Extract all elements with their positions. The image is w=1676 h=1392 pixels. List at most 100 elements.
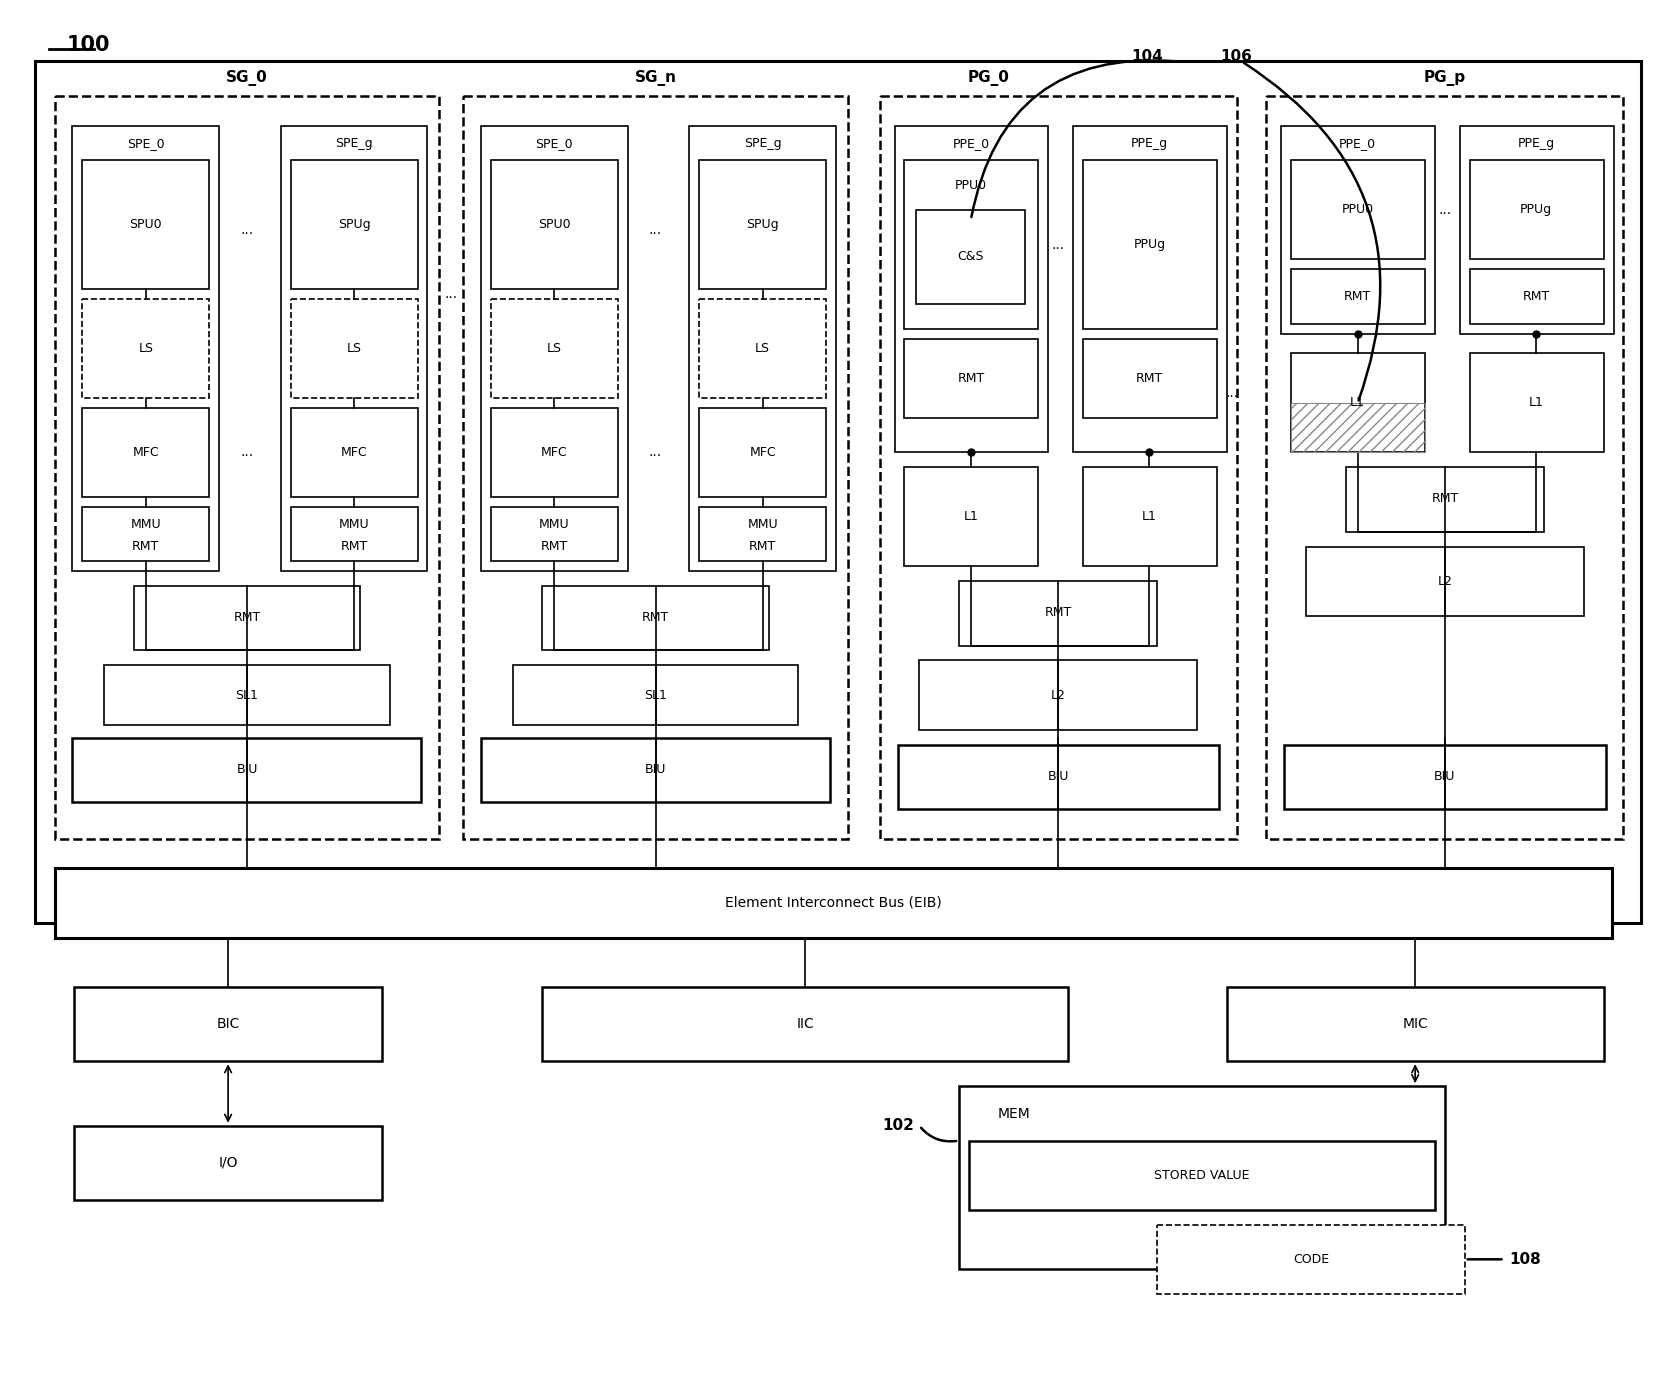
- Bar: [513, 665, 798, 725]
- Text: RMT: RMT: [1522, 290, 1550, 302]
- Bar: [699, 160, 826, 290]
- Bar: [1158, 1225, 1465, 1295]
- Text: PPU0: PPU0: [1341, 203, 1374, 216]
- Bar: [1083, 338, 1217, 418]
- Bar: [905, 160, 1039, 329]
- Text: SPU0: SPU0: [129, 219, 163, 231]
- Text: RMT: RMT: [541, 540, 568, 553]
- Text: CODE: CODE: [1292, 1253, 1329, 1265]
- Text: RMT: RMT: [957, 372, 984, 384]
- Text: I/O: I/O: [218, 1155, 238, 1169]
- Bar: [1291, 160, 1425, 259]
- Text: ...: ...: [1438, 203, 1451, 217]
- Text: MFC: MFC: [749, 445, 776, 459]
- Bar: [55, 869, 1612, 938]
- Text: Element Interconnect Bus (EIB): Element Interconnect Bus (EIB): [724, 896, 942, 910]
- Text: ...: ...: [444, 287, 458, 301]
- Text: MEM: MEM: [997, 1107, 1031, 1121]
- Bar: [1083, 468, 1217, 567]
- Text: L1: L1: [1351, 397, 1364, 409]
- Text: SL1: SL1: [644, 689, 667, 702]
- Text: MMU: MMU: [131, 518, 161, 532]
- Text: BIU: BIU: [1435, 770, 1456, 782]
- Bar: [1267, 96, 1624, 838]
- Bar: [1306, 547, 1584, 615]
- Text: L2: L2: [1438, 575, 1453, 587]
- Bar: [290, 507, 417, 561]
- Bar: [134, 586, 360, 650]
- Text: BIC: BIC: [216, 1016, 240, 1030]
- Text: SPE_0: SPE_0: [127, 136, 164, 150]
- Bar: [82, 507, 210, 561]
- Text: PPU0: PPU0: [955, 178, 987, 192]
- Text: 102: 102: [883, 1118, 915, 1133]
- Bar: [1280, 125, 1435, 334]
- Text: L1: L1: [1141, 511, 1156, 523]
- Text: SG_0: SG_0: [226, 70, 268, 86]
- Bar: [1470, 269, 1604, 324]
- Bar: [35, 61, 1641, 923]
- Text: LS: LS: [139, 342, 153, 355]
- Text: STORED VALUE: STORED VALUE: [1155, 1169, 1250, 1182]
- Bar: [1291, 354, 1425, 452]
- Text: LS: LS: [756, 342, 771, 355]
- Text: MFC: MFC: [132, 445, 159, 459]
- Text: MMU: MMU: [747, 518, 778, 532]
- Bar: [290, 160, 417, 290]
- Text: PPUg: PPUg: [1133, 238, 1165, 251]
- Bar: [74, 987, 382, 1061]
- Bar: [689, 125, 836, 571]
- Text: ...: ...: [1225, 386, 1239, 400]
- Bar: [699, 408, 826, 497]
- Text: SPE_0: SPE_0: [536, 136, 573, 150]
- Bar: [491, 299, 618, 398]
- Text: SPE_g: SPE_g: [335, 136, 372, 150]
- Bar: [290, 408, 417, 497]
- Bar: [898, 745, 1218, 809]
- Text: BIU: BIU: [645, 763, 667, 775]
- Text: RMT: RMT: [132, 540, 159, 553]
- Bar: [1073, 125, 1227, 452]
- Bar: [491, 160, 618, 290]
- Text: MFC: MFC: [340, 445, 367, 459]
- Bar: [905, 338, 1039, 418]
- Text: MFC: MFC: [541, 445, 568, 459]
- Text: 100: 100: [67, 35, 111, 54]
- Text: RMT: RMT: [233, 611, 260, 624]
- Bar: [1470, 160, 1604, 259]
- Text: MIC: MIC: [1403, 1016, 1428, 1030]
- Text: RMT: RMT: [642, 611, 669, 624]
- Text: SPUg: SPUg: [746, 219, 779, 231]
- Bar: [104, 665, 391, 725]
- Text: RMT: RMT: [1044, 607, 1071, 619]
- Text: 104: 104: [1131, 49, 1163, 64]
- Text: SPU0: SPU0: [538, 219, 572, 231]
- Bar: [74, 1126, 382, 1200]
- Bar: [895, 125, 1048, 452]
- Bar: [290, 299, 417, 398]
- Bar: [905, 468, 1039, 567]
- Text: PG_0: PG_0: [967, 70, 1009, 86]
- Text: PPE_g: PPE_g: [1131, 136, 1168, 150]
- Text: ...: ...: [1051, 238, 1064, 252]
- Bar: [699, 299, 826, 398]
- Text: RMT: RMT: [1431, 493, 1458, 505]
- Text: MMU: MMU: [540, 518, 570, 532]
- Bar: [481, 738, 830, 802]
- Bar: [1291, 269, 1425, 324]
- Bar: [72, 125, 220, 571]
- Bar: [82, 408, 210, 497]
- Bar: [969, 1140, 1435, 1210]
- Text: RMT: RMT: [1136, 372, 1163, 384]
- Text: L2: L2: [1051, 689, 1066, 702]
- Text: L1: L1: [1529, 397, 1544, 409]
- Bar: [463, 96, 848, 838]
- Text: SG_n: SG_n: [635, 70, 677, 86]
- Text: SPE_g: SPE_g: [744, 136, 781, 150]
- Text: BIU: BIU: [1048, 770, 1069, 782]
- Text: ...: ...: [649, 223, 662, 237]
- Bar: [917, 210, 1026, 303]
- Bar: [491, 507, 618, 561]
- Bar: [880, 96, 1237, 838]
- Bar: [491, 408, 618, 497]
